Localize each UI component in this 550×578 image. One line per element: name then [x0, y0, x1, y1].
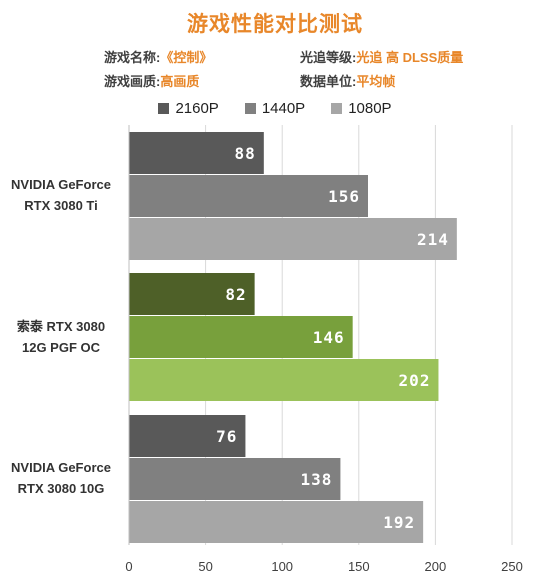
chart-title: 游戏性能对比测试 [187, 13, 363, 36]
category-label-1-line-1: 索泰 RTX 3080 [16, 319, 106, 334]
category-label-0: NVIDIA GeForce RTX 3080 Ti [0, 174, 122, 216]
legend-label-1080p: 1080P [348, 100, 392, 117]
game-name-info: 游戏名称:《控制》 [104, 47, 212, 66]
legend-swatch-2160p [158, 103, 170, 114]
raytracing-label: 光追等级: [300, 50, 357, 65]
bar-2-2160p [129, 415, 246, 457]
unit-value: 平均帧 [356, 74, 396, 89]
data-label-1-2160p: 82 [225, 285, 246, 304]
category-label-1-line-2: 12G PGF OC [21, 340, 101, 355]
legend-item-2160p: 2160P [158, 100, 219, 117]
data-label-0-1440p: 156 [328, 187, 360, 206]
bar-2-1080p [129, 501, 424, 543]
chart-legend: 2160P 1440P 1080P [0, 100, 550, 117]
data-label-1-1440p: 146 [313, 328, 345, 347]
unit-info: 数据单位:平均帧 [300, 71, 395, 90]
quality-label: 游戏画质: [104, 74, 161, 89]
legend-item-1080p: 1080P [331, 100, 392, 117]
x-tick-label-250: 250 [501, 559, 523, 574]
x-tick-label-200: 200 [425, 559, 447, 574]
category-label-1: 索泰 RTX 3080 12G PGF OC [0, 316, 122, 358]
category-label-0-line-1: NVIDIA GeForce [11, 177, 111, 192]
legend-label-1440p: 1440P [261, 100, 306, 117]
quality-value: 高画质 [160, 74, 200, 89]
category-label-2-line-2: RTX 3080 10G [17, 481, 105, 496]
bar-2-1440p [129, 458, 341, 500]
quality-info: 游戏画质:高画质 [104, 71, 199, 90]
data-label-2-1440p: 138 [301, 470, 333, 489]
bar-0-1080p [129, 218, 457, 260]
category-label-2: NVIDIA GeForce RTX 3080 10G [0, 457, 122, 499]
legend-label-2160p: 2160P [175, 100, 219, 117]
bar-0-1440p [129, 175, 368, 217]
data-label-2-2160p: 76 [216, 427, 237, 446]
bar-1-1440p [129, 316, 353, 358]
raytracing-value: 光追 高 DLSS质量 [356, 50, 464, 65]
bar-0-2160p [129, 132, 264, 174]
legend-swatch-1080p [331, 103, 343, 114]
game-name-label: 游戏名称: [104, 50, 161, 65]
legend-swatch-1440p [244, 103, 256, 114]
data-label-0-2160p: 88 [235, 144, 256, 163]
unit-label: 数据单位: [300, 74, 357, 89]
bar-1-2160p [129, 273, 255, 315]
legend-item-1440p: 1440P [244, 100, 306, 117]
game-name-value: 《控制》 [160, 50, 213, 65]
category-label-0-line-2: RTX 3080 Ti [24, 198, 98, 213]
data-label-1-1080p: 202 [399, 371, 431, 390]
x-tick-label-100: 100 [271, 559, 293, 574]
x-tick-label-150: 150 [348, 559, 370, 574]
category-label-2-line-1: NVIDIA GeForce [11, 460, 111, 475]
raytracing-info: 光追等级:光追 高 DLSS质量 [300, 47, 463, 66]
data-label-2-1080p: 192 [383, 513, 415, 532]
data-label-0-1080p: 214 [417, 230, 449, 249]
x-tick-label-50: 50 [198, 559, 212, 574]
bar-1-1080p [129, 359, 439, 401]
x-tick-label-0: 0 [125, 559, 132, 574]
